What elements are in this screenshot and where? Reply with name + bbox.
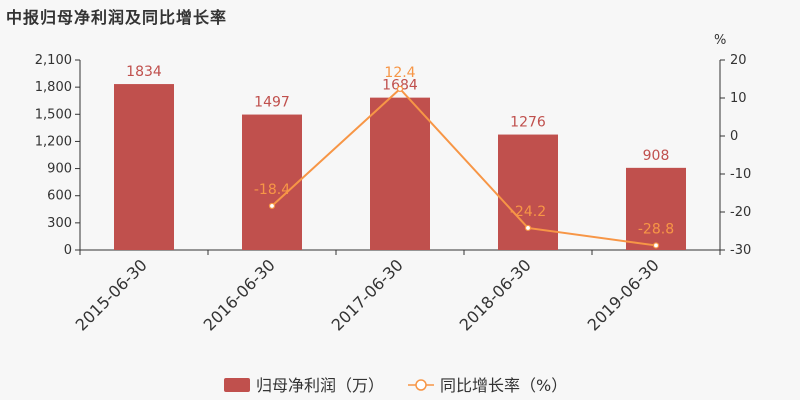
bar <box>242 114 302 250</box>
bar <box>370 97 430 250</box>
bar-value-label: 1684 <box>382 78 418 94</box>
y-right-unit: % <box>714 33 726 48</box>
y-left-tick-label: 900 <box>47 162 72 177</box>
line-point <box>396 85 404 92</box>
line-point <box>524 224 532 232</box>
x-tick-label: 2018-06-30 <box>456 255 535 334</box>
y-right-tick-label: -20 <box>730 205 751 220</box>
bar <box>626 167 686 250</box>
bar <box>114 84 174 250</box>
line-point <box>268 202 276 210</box>
legend-bar-label: 归母净利润（万） <box>256 376 384 395</box>
y-right-tick-label: 20 <box>730 53 747 68</box>
x-tick-label: 2017-06-30 <box>328 255 407 334</box>
y-left-tick-label: 2,100 <box>35 53 72 68</box>
x-tick-label: 2016-06-30 <box>200 255 279 334</box>
bar-value-label: 1276 <box>510 115 546 131</box>
y-left-tick-label: 300 <box>47 216 72 231</box>
y-left-tick-label: 1,800 <box>35 80 72 95</box>
line-value-label: -24.2 <box>510 204 546 220</box>
chart-title: 中报归母净利润及同比增长率 <box>6 8 228 27</box>
bar-value-label: 908 <box>643 148 670 164</box>
legend-bar-swatch <box>224 378 250 392</box>
y-left-tick-label: 1,200 <box>35 134 72 149</box>
line-value-label: 12.4 <box>384 65 415 81</box>
line-point <box>652 242 660 249</box>
growth-line <box>271 87 657 247</box>
bar-value-label: 1497 <box>254 95 290 111</box>
x-tick-label: 2015-06-30 <box>72 255 151 334</box>
bar <box>498 134 558 250</box>
y-left-tick-label: 0 <box>64 243 72 258</box>
y-right-tick-label: 10 <box>730 91 747 106</box>
legend-line-marker <box>415 379 427 391</box>
y-right-tick-label: 0 <box>730 129 738 144</box>
y-left-tick-label: 600 <box>47 189 72 204</box>
line-value-label: -18.4 <box>254 182 290 198</box>
line-value-label: -28.8 <box>638 221 674 237</box>
y-right-tick-label: -30 <box>730 243 751 258</box>
y-left-tick-label: 1,500 <box>35 107 72 122</box>
bar-value-label: 1834 <box>126 64 162 80</box>
x-tick-label: 2019-06-30 <box>584 255 663 334</box>
y-right-tick-label: -10 <box>730 167 751 182</box>
legend-line-label: 同比增长率（%） <box>440 376 567 395</box>
